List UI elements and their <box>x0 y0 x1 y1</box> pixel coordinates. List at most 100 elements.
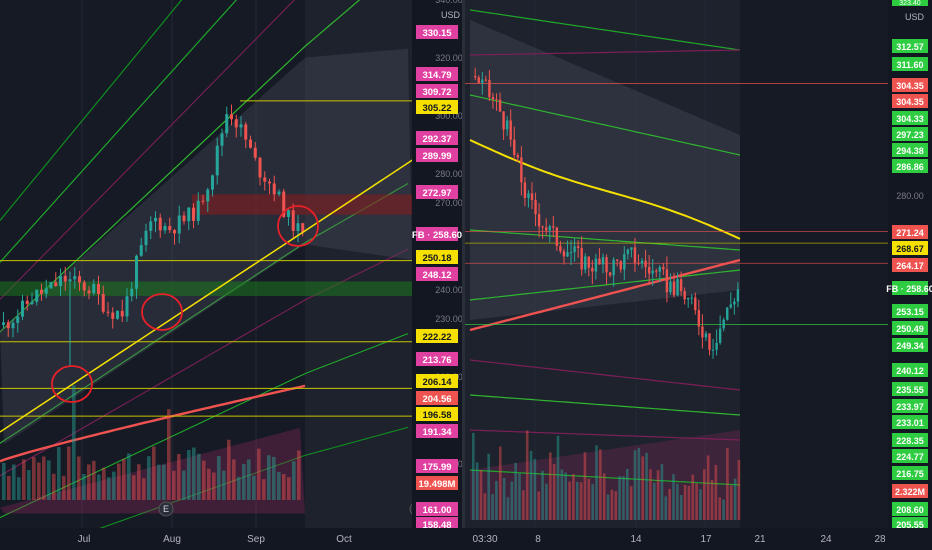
candle-body <box>106 311 110 313</box>
right-volume-bar <box>579 482 583 520</box>
right-xtick-label: 17 <box>700 534 712 545</box>
left-price-tag <box>416 131 458 145</box>
right-candle-body <box>474 76 477 78</box>
right-candle-body <box>555 227 559 247</box>
left-channel-fill <box>0 48 412 445</box>
right-volume-bar <box>475 462 479 520</box>
candle-body <box>296 223 300 231</box>
candle-body <box>2 322 5 325</box>
right-price-tag-label: 216.75 <box>896 469 924 479</box>
right-price-tag <box>892 517 928 531</box>
time-axis[interactable]: Jul Aug Sep Oct 03:30 8 14 17 21 24 28 <box>0 528 932 550</box>
right-volume-bar <box>622 476 625 520</box>
right-volume-bar <box>583 452 587 520</box>
right-price-axis[interactable]: USD 280.00 323.40 312.57 311.60 304.35 304.3… <box>886 0 932 531</box>
volume-bar <box>92 460 96 500</box>
candle-body <box>120 310 124 317</box>
candle-body <box>68 279 72 282</box>
right-volume-bar <box>668 488 671 520</box>
right-candle-body <box>495 99 498 101</box>
right-candle-body <box>726 307 729 320</box>
volume-bar <box>202 460 206 500</box>
left-moving-average <box>0 384 306 463</box>
right-volume-bar <box>672 474 675 520</box>
right-price-tag-label: 235.55 <box>896 385 924 395</box>
left-price-tag <box>416 250 458 264</box>
left-ytick-label: 320.00 <box>435 53 463 63</box>
left-price-axis[interactable]: USD 340.00 320.00 300.00 280.00 270.00 240.00… <box>412 0 463 531</box>
right-candle-body <box>484 79 488 81</box>
right-candle-body <box>498 99 502 112</box>
right-volume-bar <box>591 484 594 520</box>
volume-bar <box>292 461 296 500</box>
right-candle-body <box>545 227 548 231</box>
volume-bar <box>32 456 36 500</box>
candle-body <box>158 217 162 231</box>
left-volume-bars <box>2 385 301 500</box>
right-candle-body <box>505 120 509 130</box>
left-currency-label: USD <box>441 10 461 20</box>
candle-body <box>11 322 15 329</box>
volume-bar <box>52 473 56 500</box>
right-volume-bar <box>495 480 498 520</box>
candle-body <box>87 290 91 294</box>
right-volume-bar <box>664 496 668 520</box>
right-volume-bar <box>491 494 494 520</box>
candle-body <box>206 189 210 202</box>
left-price-tag-label: 330.15 <box>422 28 452 39</box>
right-volume-bar <box>676 483 679 520</box>
left-xtick-label: Sep <box>247 534 265 545</box>
right-price-tag-label: 304.35 <box>896 97 924 107</box>
left-price-tag <box>416 352 458 366</box>
candle-body <box>149 221 153 231</box>
right-volume-bar <box>595 445 598 520</box>
right-chart[interactable] <box>465 0 888 528</box>
volume-bar <box>212 472 216 500</box>
right-candle-body <box>665 269 669 293</box>
right-candle-body <box>669 281 672 293</box>
right-candle-body <box>690 297 693 299</box>
right-envelope-line-6 <box>469 359 741 391</box>
right-price-tag <box>892 502 928 516</box>
right-candle-body <box>605 257 608 273</box>
envelope-line-6 <box>0 333 409 519</box>
left-price-tag-label: 272.97 <box>422 188 451 199</box>
right-volume-bar <box>687 485 691 520</box>
volume-bar <box>172 470 176 500</box>
left-price-tag <box>416 407 458 421</box>
right-xtick-label: 14 <box>630 534 642 545</box>
left-price-tag <box>416 502 458 516</box>
right-candle-body <box>502 111 505 130</box>
right-candle-body <box>594 258 598 272</box>
right-candle-body <box>601 257 605 265</box>
right-volume-bar <box>479 470 483 520</box>
right-xtick-label: 21 <box>754 534 766 545</box>
candle-body <box>125 296 129 317</box>
candle-body <box>215 145 219 176</box>
right-volume-bar <box>683 485 687 520</box>
volume-bar <box>227 439 231 500</box>
volume-bar <box>187 449 191 500</box>
right-volume-bar <box>545 483 548 520</box>
right-volume-bar <box>614 491 618 520</box>
right-envelope-line-7 <box>469 394 741 416</box>
right-candle-body <box>647 267 651 274</box>
right-candle-body <box>541 226 544 228</box>
yellow-trendline <box>0 154 421 433</box>
right-volume-bar <box>560 469 564 520</box>
right-volume-bar <box>510 481 514 520</box>
candle-body <box>263 177 267 182</box>
right-volume-bar <box>506 497 510 520</box>
candle-body <box>35 289 39 302</box>
volume-bar <box>287 477 291 500</box>
left-price-tag <box>416 84 458 98</box>
right-candle-body <box>530 193 534 201</box>
left-price-tag-label: 314.79 <box>422 70 451 81</box>
left-chart[interactable]: EE <box>0 0 425 550</box>
candle-body <box>139 245 143 256</box>
pane-divider[interactable] <box>462 0 465 550</box>
left-ytick-label: 340.00 <box>435 0 463 5</box>
right-volume-bar <box>637 447 641 520</box>
candle-body <box>249 139 252 148</box>
candle-body <box>59 275 62 287</box>
